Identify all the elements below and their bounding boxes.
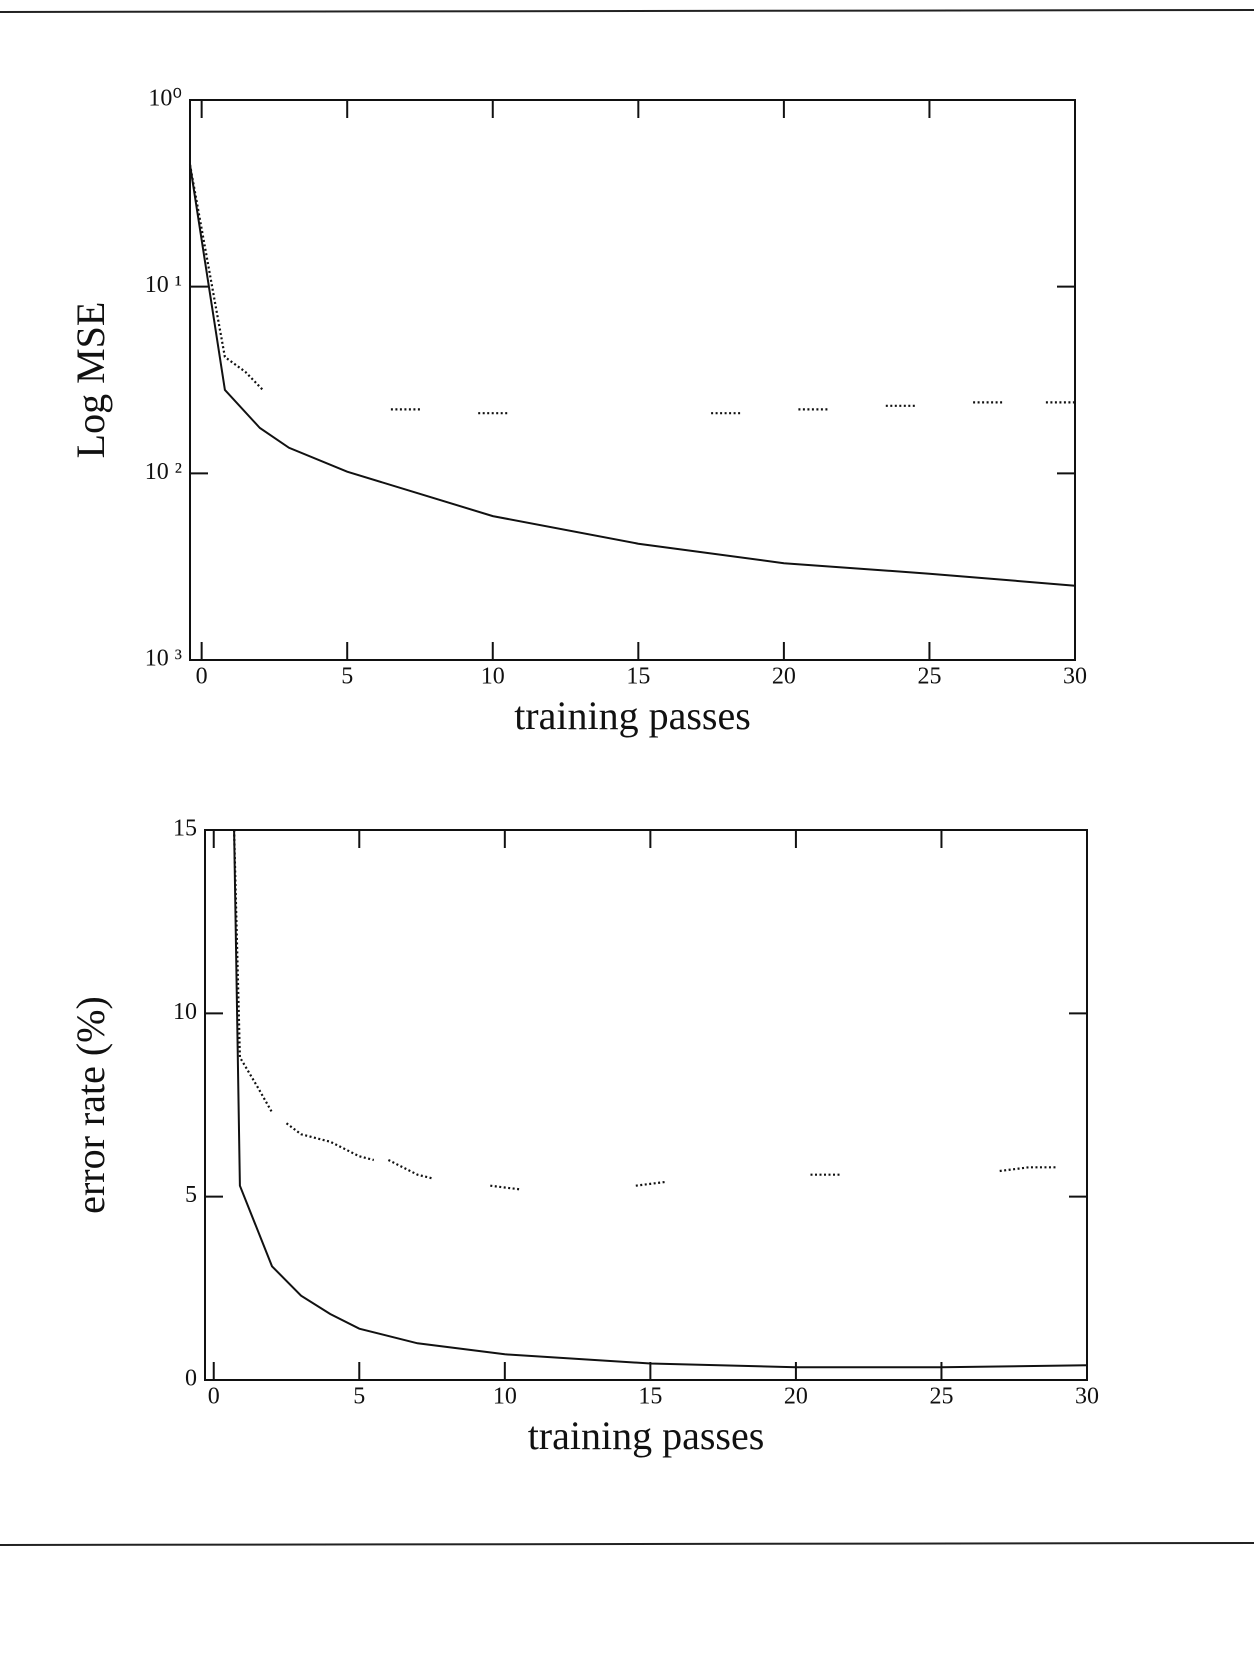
series-line: [387, 1159, 433, 1180]
y-axis-label: Log MSE: [68, 302, 113, 459]
y-tick-label: 5: [185, 1182, 197, 1208]
x-axis-label: training passes: [514, 693, 751, 738]
x-tick-label: 10: [493, 1384, 517, 1410]
x-tick-label: 15: [626, 664, 650, 690]
x-tick-label: 5: [353, 1384, 365, 1410]
x-tick-label: 20: [784, 1384, 808, 1410]
x-tick-label: 20: [772, 664, 796, 690]
x-tick-label: 10: [481, 664, 505, 690]
series-line: [490, 1184, 520, 1191]
series-line: [285, 1122, 375, 1162]
x-tick-label: 30: [1075, 1384, 1099, 1410]
y-tick-label: 10⁰: [148, 86, 182, 112]
y-tick-label: 10: [173, 999, 197, 1025]
y-tick-label: 10 ¹: [145, 272, 182, 298]
series-line: [188, 164, 264, 391]
page-rule: [0, 1542, 1254, 1546]
series-line: [233, 829, 1088, 1369]
x-tick-label: 0: [196, 664, 208, 690]
y-tick-label: 10 ³: [145, 646, 182, 672]
y-tick-label: 0: [185, 1366, 197, 1392]
y-tick-label: 10 ²: [145, 459, 182, 485]
series-line: [233, 829, 273, 1113]
plot-frame: [189, 99, 1076, 661]
x-tick-label: 25: [929, 1384, 953, 1410]
x-tick-label: 30: [1063, 664, 1087, 690]
x-tick-label: 15: [638, 1384, 662, 1410]
y-tick-label: 15: [173, 816, 197, 842]
page-rule: [0, 9, 1254, 13]
series-line: [189, 164, 1076, 587]
series-line: [635, 1180, 666, 1187]
plot-frame: [204, 829, 1088, 1381]
series-line: [999, 1166, 1058, 1173]
y-axis-label: error rate (%): [68, 996, 113, 1214]
x-tick-label: 0: [208, 1384, 220, 1410]
x-tick-label: 5: [341, 664, 353, 690]
x-tick-label: 25: [917, 664, 941, 690]
x-axis-label: training passes: [528, 1413, 765, 1458]
